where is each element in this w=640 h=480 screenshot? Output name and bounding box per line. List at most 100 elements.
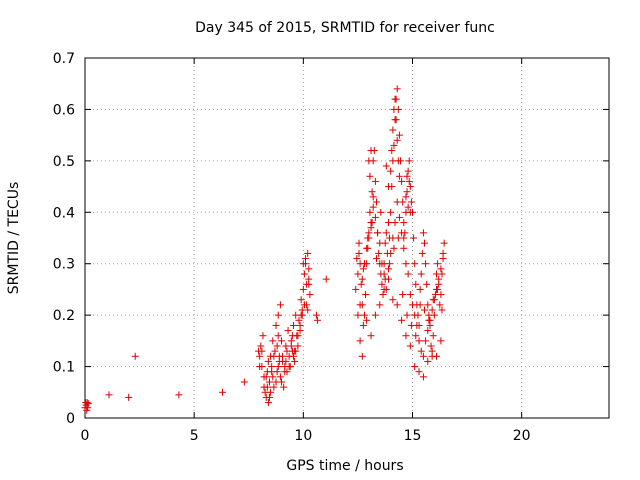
data-point <box>267 388 275 396</box>
data-point <box>404 167 412 175</box>
x-axis-label: GPS time / hours <box>286 458 403 474</box>
data-point <box>353 255 361 263</box>
data-point <box>358 275 366 283</box>
data-point <box>391 95 399 103</box>
data-point <box>376 301 384 309</box>
data-point <box>371 213 379 221</box>
data-point <box>372 198 380 206</box>
data-point <box>434 260 442 268</box>
data-point <box>306 291 314 299</box>
data-point <box>412 332 420 340</box>
data-point <box>411 363 419 371</box>
x-tick-labels: 0 5 10 15 20 <box>81 428 531 444</box>
data-point <box>288 332 296 340</box>
data-point <box>131 352 139 360</box>
data-point <box>393 301 401 309</box>
data-point <box>395 131 403 139</box>
data-point <box>271 347 279 355</box>
data-point <box>416 301 424 309</box>
data-point <box>259 332 267 340</box>
data-point <box>424 301 432 309</box>
data-point <box>357 280 365 288</box>
y-tick-labels: 0 0.1 0.2 0.3 0.4 0.5 0.6 0.7 <box>53 51 75 427</box>
data-point <box>386 260 394 268</box>
data-point <box>305 280 313 288</box>
data-point <box>374 229 382 237</box>
data-point <box>429 332 437 340</box>
data-point <box>84 404 92 412</box>
data-point <box>393 136 401 144</box>
data-point <box>366 208 374 216</box>
x-tick-label: 5 <box>190 428 199 444</box>
data-point <box>406 208 414 216</box>
data-point <box>438 306 446 314</box>
data-point <box>378 280 386 288</box>
data-point <box>367 147 375 155</box>
data-point <box>428 347 436 355</box>
data-point <box>354 311 362 319</box>
data-point <box>283 347 291 355</box>
data-point <box>393 85 401 93</box>
data-point <box>284 327 292 335</box>
data-point <box>359 265 367 273</box>
y-tick-label: 0 <box>66 411 75 427</box>
data-point <box>437 337 445 345</box>
y-tick-label: 0.1 <box>53 360 75 376</box>
data-point <box>433 352 441 360</box>
data-point <box>365 157 373 165</box>
data-point <box>418 249 426 257</box>
y-axis-label: SRMTID / TECUs <box>6 182 22 295</box>
data-point <box>282 357 290 365</box>
data-point <box>276 373 284 381</box>
data-point <box>278 337 285 345</box>
data-point <box>440 239 448 247</box>
y-tick-label: 0.6 <box>53 102 75 118</box>
data-point <box>393 198 401 206</box>
data-point <box>362 291 370 299</box>
data-point <box>434 285 442 293</box>
data-point <box>406 183 414 191</box>
data-point <box>371 177 379 185</box>
data-point <box>404 270 412 278</box>
data-point <box>274 332 282 340</box>
data-point <box>360 311 368 319</box>
data-point <box>387 249 395 257</box>
data-point <box>258 347 266 355</box>
data-point <box>398 229 406 237</box>
data-point <box>359 321 367 329</box>
data-point <box>291 347 299 355</box>
data-point <box>400 244 408 252</box>
data-point <box>415 337 423 345</box>
data-point <box>394 157 402 165</box>
data-point <box>389 126 397 134</box>
data-point <box>427 342 435 350</box>
data-point <box>384 265 392 273</box>
data-point <box>322 275 330 283</box>
data-point <box>260 373 268 381</box>
data-point <box>287 342 295 350</box>
data-point <box>384 219 392 227</box>
data-point <box>412 280 420 288</box>
chart-title: Day 345 of 2015, SRMTID for receiver fun… <box>195 20 495 36</box>
data-point <box>381 275 389 283</box>
data-point <box>291 357 299 365</box>
data-point <box>269 373 277 381</box>
data-point <box>390 141 398 149</box>
data-point <box>356 337 364 345</box>
y-tick-label: 0.2 <box>53 308 75 324</box>
y-tick-label: 0.5 <box>53 154 75 170</box>
data-point <box>419 229 427 237</box>
data-point <box>304 306 312 314</box>
data-point <box>305 265 313 273</box>
data-point <box>395 172 403 180</box>
data-point <box>355 239 363 247</box>
data-point <box>363 316 371 324</box>
data-point <box>363 244 371 252</box>
data-point <box>367 224 375 232</box>
data-point <box>405 177 413 185</box>
data-point <box>429 296 437 304</box>
data-point <box>402 332 410 340</box>
data-point <box>424 327 432 335</box>
data-point <box>392 116 400 124</box>
